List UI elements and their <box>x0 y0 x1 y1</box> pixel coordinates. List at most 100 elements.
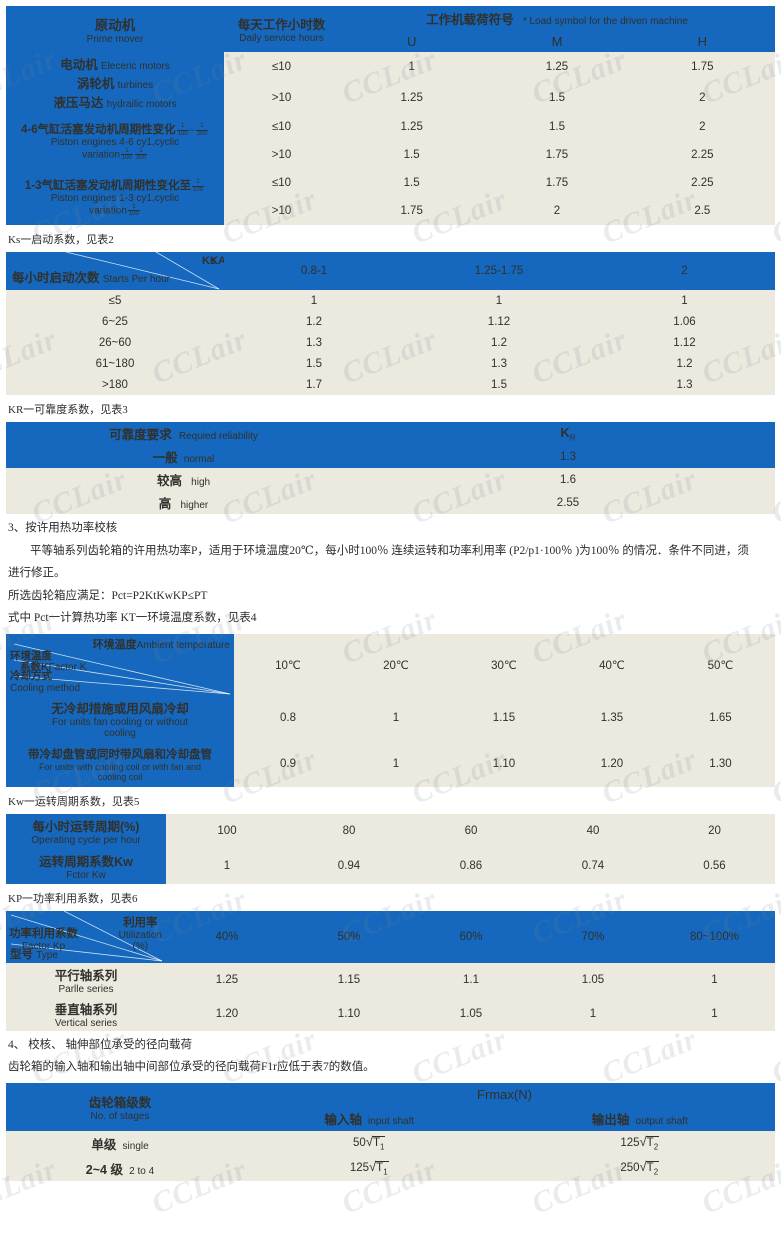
table-row: 无冷却措施或用风扇冷却 For units fan cooling or wit… <box>6 695 775 741</box>
header-col-2: 2 <box>594 252 775 290</box>
table-row: Ks KA 每小时启动次数 Starts Per hour 0.8-1 1.25… <box>6 252 775 290</box>
table-row: 每小时运转周期(%) Operating cycle per hour 100 … <box>6 813 775 849</box>
header-load-symbol-cn: 工作机载荷符号 <box>426 12 514 27</box>
corner-label-type: 型号 Type <box>10 948 58 961</box>
row-label-single: 单级 single <box>6 1130 234 1156</box>
header-util-1: 50% <box>288 910 410 963</box>
cell-value: 1.3 <box>224 332 404 353</box>
row-label-cooling-coil: 带冷却盘管或同时带风扇和冷却盘管 For units with cooling … <box>6 740 234 787</box>
header-temp-0: 10℃ <box>234 633 342 696</box>
corner-label-cooling-method: 冷却方式 Cooling method <box>10 669 81 694</box>
row-label-no-cooling: 无冷却措施或用风扇冷却 For units fan cooling or wit… <box>6 695 234 741</box>
fraction-1-100: 1 100 <box>192 179 205 193</box>
table-row: 26~60 1.3 1.2 1.12 <box>6 332 775 353</box>
cell-hours: >10 <box>224 82 339 113</box>
cell-value: 1.65 <box>666 695 775 741</box>
cell-u: 1 <box>339 52 485 83</box>
section3-title: 3、按许用热功率校核 <box>8 522 118 534</box>
cell-value: 1.15 <box>288 962 410 997</box>
cell-hours: >10 <box>224 141 339 169</box>
cell-value: 1.7 <box>224 374 404 395</box>
service-factor-table: 原动机 Prime mover 每天工作小时数 Daily service ho… <box>6 6 775 225</box>
cell-output-load: 250√T2 <box>504 1155 775 1181</box>
row-label-normal: 一般 normal <box>6 445 361 468</box>
header-temp-1: 20℃ <box>342 633 450 696</box>
cell-value: 1 <box>594 290 775 311</box>
header-daily-hours-en: Daily service hours <box>239 33 324 44</box>
section4-title: 4、 校核、 轴伸部位承受的径向载荷 <box>8 1038 192 1051</box>
cell-value: 1 <box>404 290 594 311</box>
row-label: 26~60 <box>6 332 224 353</box>
power-utilization-table: 利用率 Utilization (%) 功率利用系数 Factor Kp 型号 … <box>6 910 775 1031</box>
cell-m: 2 <box>484 197 630 225</box>
cell-value: 100 <box>166 813 288 849</box>
label-cn: 1-3气缸活塞发动机周期性变化至 <box>24 179 192 192</box>
cell-m: 1.75 <box>484 141 630 169</box>
header-col-1: 1.25-1.75 <box>404 252 594 290</box>
cell-h: 1.75 <box>629 52 775 83</box>
cell-u: 1.25 <box>339 113 485 141</box>
header-col-m: M <box>484 30 630 52</box>
cell-hours: ≤10 <box>224 169 339 197</box>
header-temp-3: 40℃ <box>558 633 666 696</box>
cell-value: 1.10 <box>288 996 410 1031</box>
cell-hours: ≤10 <box>224 52 339 83</box>
cell-value: 1 <box>166 848 288 884</box>
header-load-symbol-en: * Load symbol for the driven machine <box>522 15 688 27</box>
cell-value: 40 <box>532 813 654 849</box>
row-label: >180 <box>6 374 224 395</box>
cell-value: 1.2 <box>224 311 404 332</box>
header-util-3: 70% <box>532 910 654 963</box>
cell-u: 1.5 <box>339 141 485 169</box>
header-kr: KR <box>361 422 775 445</box>
cell-value: 1 <box>532 996 654 1031</box>
cell-value: 1.5 <box>224 353 404 374</box>
row-label-operating-cycle: 每小时运转周期(%) Operating cycle per hour <box>6 813 166 849</box>
table-row: 一般 normal 1.3 <box>6 445 775 468</box>
row-label: 61~180 <box>6 353 224 374</box>
row-label-high: 较高 high <box>6 468 361 491</box>
cell-hours: >10 <box>224 197 339 225</box>
header-prime-mover: 原动机 Prime mover <box>6 6 224 52</box>
cell-value: 1.20 <box>166 996 288 1031</box>
cell-value: 1.05 <box>532 962 654 997</box>
label-en: Piston engines 4-6 cy1,cyclic <box>50 136 180 148</box>
cell-value: 1.3 <box>594 374 775 395</box>
label-en: Eleceric motors <box>100 61 170 72</box>
table-row: 带冷却盘管或同时带风扇和冷却盘管 For units with cooling … <box>6 740 775 787</box>
cell-m: 1.25 <box>484 52 630 83</box>
cell-m: 1.5 <box>484 82 630 113</box>
table-row: 较高 high 1.6 <box>6 468 775 491</box>
header-corner-ks-ka: Ks KA 每小时启动次数 Starts Per hour <box>6 252 224 290</box>
cell-value: 1.2 <box>594 353 775 374</box>
header-util-2: 60% <box>410 910 532 963</box>
cell-value: 1.3 <box>361 445 775 468</box>
table-row: 齿轮箱级数 No. of stages Frmax(N) <box>6 1082 775 1131</box>
cell-value: 1.20 <box>558 740 666 787</box>
header-col-u: U <box>339 30 485 52</box>
cell-value: 1 <box>654 962 775 997</box>
cell-h: 2.25 <box>629 169 775 197</box>
fraction-separator: ~ <box>189 124 195 135</box>
table-row: >10 1.25 1.5 2 <box>6 82 775 113</box>
table-row: >10 1.5 1.75 2.25 <box>6 141 775 169</box>
cell-value: 1.12 <box>404 311 594 332</box>
label-en-variation: variation 1 100 1 200 <box>82 147 147 162</box>
cell-h: 2.25 <box>629 141 775 169</box>
cell-value: 1.05 <box>410 996 532 1031</box>
corner-label-row: 每小时启动次数 Starts Per hour <box>12 271 170 285</box>
cell-m: 1.75 <box>484 169 630 197</box>
header-no-of-stages: 齿轮箱级数 No. of stages <box>6 1082 234 1131</box>
header-daily-hours: 每天工作小时数 Daily service hours <box>224 6 339 52</box>
header-daily-hours-cn: 每天工作小时数 <box>237 18 326 32</box>
table-row: 输入轴 input shaft 输出轴 output shaft <box>6 1106 775 1131</box>
cell-value: 1.10 <box>450 740 558 787</box>
section3-formula: 所选齿轮箱应满足：Pct=P2KtKwKP≤PT <box>8 589 208 602</box>
cell-value: 1.30 <box>666 740 775 787</box>
cell-value: 1.1 <box>410 962 532 997</box>
row-label-higher: 高 higher <box>6 491 361 514</box>
cell-value: 1 <box>342 695 450 741</box>
cell-value: 0.56 <box>654 848 775 884</box>
operating-cycle-table: 每小时运转周期(%) Operating cycle per hour 100 … <box>6 813 775 884</box>
row-label-2-to-4: 2~4 级 2 to 4 <box>6 1155 234 1181</box>
